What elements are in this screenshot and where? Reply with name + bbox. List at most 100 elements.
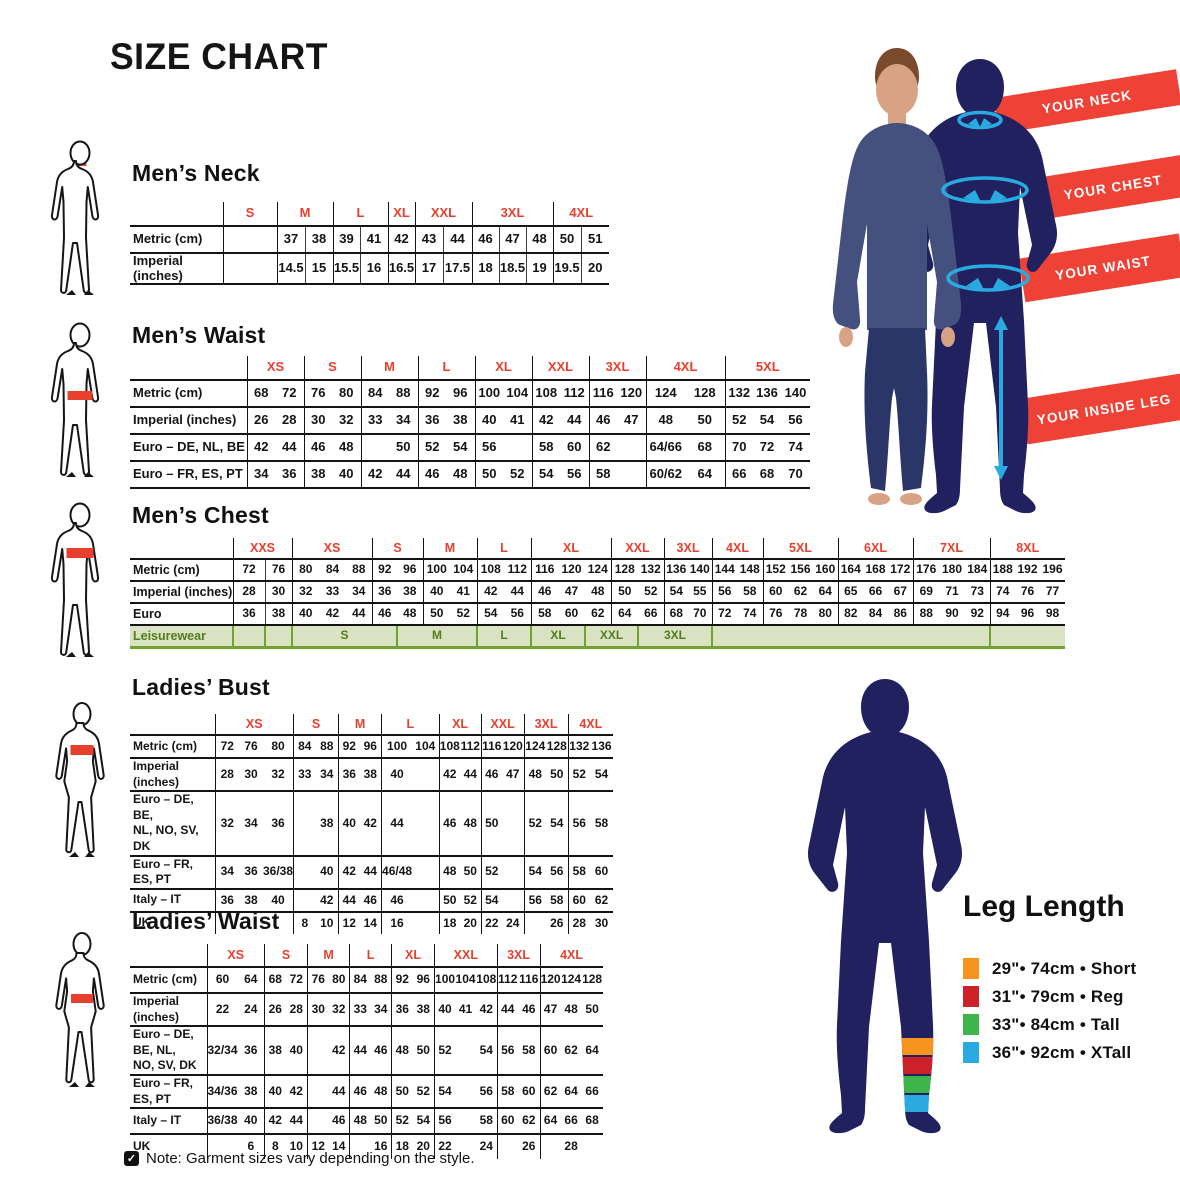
size-value-cell: 40: [381, 758, 413, 793]
size-value-cell: 44: [504, 581, 531, 604]
size-value-cell: 36: [214, 888, 239, 913]
size-value-cell: 78: [788, 603, 813, 626]
size-value-cell: 34: [315, 758, 339, 793]
corner-cell: [130, 538, 233, 560]
size-value-cell: 38: [446, 407, 475, 435]
size-value-cell: 26: [264, 993, 286, 1028]
size-value-cell: 37: [276, 226, 305, 254]
size-value-cell: 80: [291, 559, 319, 582]
size-value-cell: 32: [328, 993, 350, 1028]
leg-length-item: 33"• 84cm • Tall: [963, 1014, 1136, 1035]
section-title-mens-waist: Men’s Waist: [132, 322, 266, 348]
size-value-cell: 116: [480, 735, 503, 759]
size-value-cell: 104: [450, 559, 477, 582]
size-value-cell: 116: [530, 559, 558, 582]
size-value-cell: 32: [263, 758, 294, 793]
size-header: XL: [438, 714, 482, 736]
size-value-cell: [214, 911, 239, 934]
size-value-cell: 46: [471, 226, 499, 254]
size-value-cell: 39: [332, 226, 360, 254]
size-header: S: [371, 538, 423, 560]
size-value-cell: 68: [663, 603, 688, 626]
size-value-cell: 76: [307, 967, 329, 994]
size-value-cell: 62: [539, 1074, 561, 1110]
size-value-cell: [617, 461, 646, 489]
size-value-cell: 54: [480, 888, 503, 913]
size-value-cell: 54: [476, 603, 504, 626]
size-header: 5XL: [762, 538, 838, 560]
size-value-cell: 24: [237, 993, 265, 1028]
size-value-cell: 92: [965, 603, 990, 626]
size-value-cell: 72: [753, 434, 781, 462]
size-value-cell: 8: [264, 1134, 286, 1160]
size-value-cell: 42: [264, 1108, 286, 1136]
size-value-cell: 56: [567, 791, 591, 857]
size-value-cell: 30: [264, 581, 292, 604]
size-value-cell: 47: [558, 581, 585, 604]
size-value-cell: 196: [1040, 559, 1065, 582]
size-value-cell: [582, 1134, 603, 1159]
size-value-cell: 92: [391, 967, 413, 994]
row-label: Imperial (inches): [130, 993, 207, 1028]
size-value-cell: 36/38: [263, 855, 294, 890]
size-value-cell: [293, 791, 316, 857]
size-value-cell: 176: [912, 559, 939, 582]
ladies-waist-table: XS S M L XL XXL 3XL 4XL Metric (cm) 60 64 68 72 76 80 8…: [130, 944, 603, 1160]
size-value-cell: 76: [303, 380, 332, 408]
size-value-cell: [496, 1134, 519, 1160]
short-color-swatch: [963, 958, 979, 979]
size-value-cell: 36: [417, 407, 446, 435]
size-value-cell: 36: [371, 581, 397, 604]
size-header: S: [293, 714, 339, 736]
size-header: 3XL: [663, 538, 712, 560]
size-value-cell: [502, 855, 525, 890]
size-value-cell: 54: [523, 855, 547, 890]
size-value-cell: 16.5: [387, 253, 415, 286]
size-value-cell: 46: [359, 888, 382, 913]
size-header: M: [276, 202, 333, 227]
size-value-cell: 52: [434, 1026, 456, 1076]
size-value-cell: 34: [239, 791, 263, 857]
size-value-cell: 136: [663, 559, 688, 582]
size-value-cell: 44: [381, 791, 413, 857]
size-value-cell: 42: [315, 888, 339, 913]
size-value-cell: 64: [813, 581, 838, 604]
size-value-cell: 64: [237, 967, 265, 994]
size-value-cell: 92: [338, 735, 360, 759]
size-value-cell: 8: [293, 911, 316, 934]
check-icon: ✓: [124, 1151, 139, 1166]
size-value-cell: 56: [504, 603, 531, 626]
size-value-cell: 62: [585, 603, 611, 626]
size-value-cell: 34: [389, 407, 418, 435]
size-header: XL: [387, 202, 415, 227]
size-value-cell: 100: [422, 559, 450, 582]
size-value-cell: 30: [307, 993, 329, 1028]
size-value-cell: 28: [567, 911, 591, 934]
size-value-cell: 48: [585, 581, 611, 604]
section-title-ladies-waist: Ladies’ Waist: [132, 908, 280, 934]
size-value-cell: 46: [530, 581, 558, 604]
size-value-cell: 33: [293, 758, 316, 793]
size-value-cell: 28: [214, 758, 239, 793]
size-value-cell: 38: [359, 758, 382, 793]
size-value-cell: 16: [359, 253, 388, 286]
size-value-cell: 76: [239, 735, 263, 759]
size-header: XXS: [232, 538, 292, 560]
size-value-cell: 64: [560, 1074, 582, 1110]
size-value-cell: 36: [275, 461, 304, 489]
size-value-cell: 42: [438, 758, 461, 793]
size-value-cell: [455, 1026, 477, 1076]
size-value-cell: 54: [531, 461, 560, 489]
size-value-cell: 20: [416, 1139, 430, 1154]
size-value-cell: 18: [391, 1134, 413, 1160]
your-waist-banner: YOUR WAIST: [1018, 233, 1180, 303]
mens-waist-table: XS S M L XL XXL 3XL 4XL 5XL Metric (cm) 68 72 76 80 84…: [130, 356, 810, 489]
size-value-cell: 92: [417, 380, 446, 408]
size-value-cell: 54: [663, 581, 688, 604]
size-value-cell: 17: [414, 253, 443, 286]
size-value-cell: 56: [474, 434, 503, 462]
size-value-cell: 44: [496, 993, 519, 1028]
size-header: XXL: [610, 538, 664, 560]
mens-neck-figure-icon: [50, 140, 100, 295]
size-value-cell: 72: [285, 967, 308, 994]
